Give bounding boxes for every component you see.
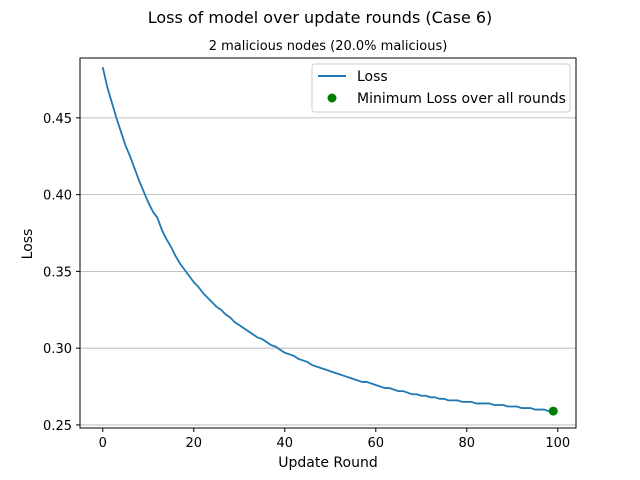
x-tick-label: 80 xyxy=(459,436,476,451)
chart-subtitle: 2 malicious nodes (20.0% malicious) xyxy=(209,39,448,54)
y-tick-label: 0.40 xyxy=(43,189,72,204)
loss-line xyxy=(101,67,554,413)
y-tick-label: 0.25 xyxy=(43,419,72,434)
legend-min-label: Minimum Loss over all rounds xyxy=(357,91,566,107)
plot-frame xyxy=(79,57,577,429)
y-tick-label: 0.35 xyxy=(43,265,72,280)
x-axis-label: Update Round xyxy=(278,455,377,471)
legend-box xyxy=(311,63,571,113)
legend-loss-label: Loss xyxy=(357,69,388,85)
grid-lines xyxy=(80,117,576,426)
x-axis-ticks: 0 20 40 60 80 100 xyxy=(99,428,570,451)
figure-title: Loss of model over update rounds (Case 6… xyxy=(147,8,493,27)
x-tick-label: 60 xyxy=(368,436,385,451)
y-axis-ticks: 0.25 0.30 0.35 0.40 0.45 xyxy=(43,112,80,434)
y-tick-label: 0.45 xyxy=(43,112,72,127)
x-tick-label: 40 xyxy=(276,436,293,451)
legend-min-swatch xyxy=(327,93,337,103)
series-layer xyxy=(101,67,558,416)
y-axis-label: Loss xyxy=(20,229,36,260)
x-tick-label: 100 xyxy=(545,436,570,451)
x-tick-label: 20 xyxy=(185,436,202,451)
y-tick-label: 0.30 xyxy=(43,342,72,357)
min-loss-point xyxy=(548,406,558,416)
x-tick-label: 0 xyxy=(99,436,107,451)
legend: Loss Minimum Loss over all rounds xyxy=(311,63,571,113)
